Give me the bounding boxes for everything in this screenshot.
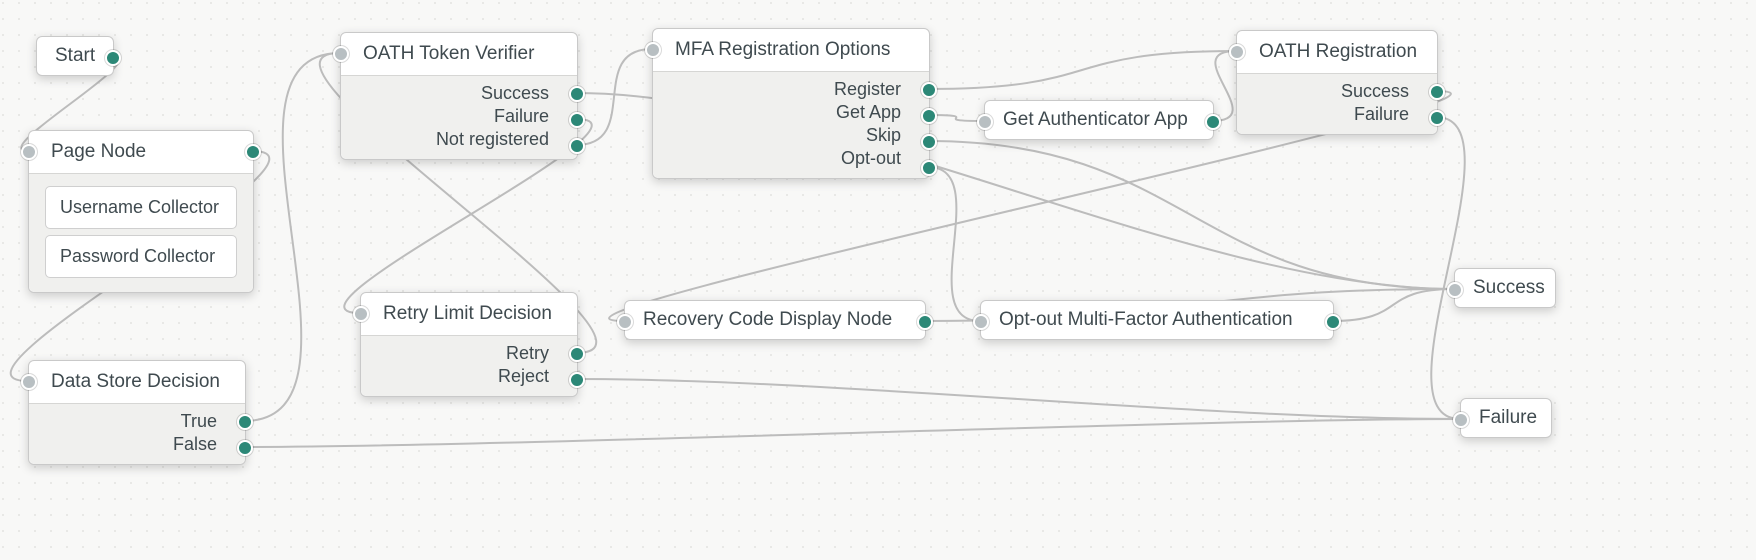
outcome-row: Failure <box>1253 103 1421 126</box>
outcome-row: True <box>45 410 229 433</box>
port-page.in[interactable] <box>21 144 37 160</box>
node-retry[interactable]: Retry Limit DecisionRetryReject <box>360 292 578 397</box>
node-title: OATH Registration <box>1237 31 1437 73</box>
port-oathreg.in[interactable] <box>1229 44 1245 60</box>
node-oathreg[interactable]: OATH RegistrationSuccessFailure <box>1236 30 1438 135</box>
port-getapp.out[interactable] <box>1205 114 1221 130</box>
outcome-row: Failure <box>357 105 561 128</box>
node-title: Opt-out Multi-Factor Authentication <box>981 301 1333 339</box>
node-optout[interactable]: Opt-out Multi-Factor Authentication <box>980 300 1334 340</box>
port-datastore.out.False[interactable] <box>237 440 253 456</box>
port-recovery.out[interactable] <box>917 314 933 330</box>
node-recovery[interactable]: Recovery Code Display Node <box>624 300 926 340</box>
port-datastore.out.True[interactable] <box>237 414 253 430</box>
outcome-row: Register <box>669 78 913 101</box>
node-oathverify[interactable]: OATH Token VerifierSuccessFailureNot reg… <box>340 32 578 160</box>
outcome-row: Not registered <box>357 128 561 151</box>
node-title: Get Authenticator App <box>985 101 1213 139</box>
port-mfareg.in[interactable] <box>645 42 661 58</box>
outcome-row: Retry <box>377 342 561 365</box>
node-mfareg[interactable]: MFA Registration OptionsRegisterGet AppS… <box>652 28 930 179</box>
node-body: RetryReject <box>361 335 577 396</box>
port-retry.in[interactable] <box>353 306 369 322</box>
port-retry.out.Retry[interactable] <box>569 346 585 362</box>
port-optout.out[interactable] <box>1325 314 1341 330</box>
node-body: Username Collector Password Collector <box>29 173 253 292</box>
port-mfareg.out.Opt-out[interactable] <box>921 160 937 176</box>
port-start.out[interactable] <box>105 50 121 66</box>
port-failure.in[interactable] <box>1453 412 1469 428</box>
port-oathverify.out.Failure[interactable] <box>569 112 585 128</box>
node-page[interactable]: Page Node Username Collector Password Coll… <box>28 130 254 293</box>
outcome-row: Reject <box>377 365 561 388</box>
node-body: RegisterGet AppSkipOpt-out <box>653 71 929 178</box>
node-getapp[interactable]: Get Authenticator App <box>984 100 1214 140</box>
port-mfareg.out.Skip[interactable] <box>921 134 937 150</box>
node-title: Failure <box>1461 399 1551 437</box>
node-title: Success <box>1455 269 1555 307</box>
port-oathreg.out.Success[interactable] <box>1429 84 1445 100</box>
node-title: OATH Token Verifier <box>341 33 577 75</box>
port-getapp.in[interactable] <box>977 114 993 130</box>
node-datastore[interactable]: Data Store DecisionTrueFalse <box>28 360 246 465</box>
port-optout.in[interactable] <box>973 314 989 330</box>
outcome-row: Success <box>357 82 561 105</box>
port-oathverify.in[interactable] <box>333 46 349 62</box>
outcome-row: Get App <box>669 101 913 124</box>
node-failure[interactable]: Failure <box>1460 398 1552 438</box>
node-success[interactable]: Success <box>1454 268 1556 308</box>
port-oathverify.out.Success[interactable] <box>569 86 585 102</box>
node-body: SuccessFailureNot registered <box>341 75 577 159</box>
node-body: TrueFalse <box>29 403 245 464</box>
subnode[interactable]: Username Collector <box>45 186 237 229</box>
outcome-row: Opt-out <box>669 147 913 170</box>
port-oathverify.out.Not registered[interactable] <box>569 138 585 154</box>
node-title: Retry Limit Decision <box>361 293 577 335</box>
port-page.out[interactable] <box>245 144 261 160</box>
node-body: SuccessFailure <box>1237 73 1437 134</box>
outcome-row: False <box>45 433 229 456</box>
port-mfareg.out.Get App[interactable] <box>921 108 937 124</box>
subnode[interactable]: Password Collector <box>45 235 237 278</box>
outcome-row: Success <box>1253 80 1421 103</box>
port-retry.out.Reject[interactable] <box>569 372 585 388</box>
node-title: Start <box>37 37 113 75</box>
node-title: Recovery Code Display Node <box>625 301 925 339</box>
port-success.in[interactable] <box>1447 282 1463 298</box>
port-recovery.in[interactable] <box>617 314 633 330</box>
node-start[interactable]: Start <box>36 36 114 76</box>
port-datastore.in[interactable] <box>21 374 37 390</box>
node-title: Data Store Decision <box>29 361 245 403</box>
outcome-row: Skip <box>669 124 913 147</box>
port-oathreg.out.Failure[interactable] <box>1429 110 1445 126</box>
node-title: Page Node <box>29 131 253 173</box>
port-mfareg.out.Register[interactable] <box>921 82 937 98</box>
node-title: MFA Registration Options <box>653 29 929 71</box>
